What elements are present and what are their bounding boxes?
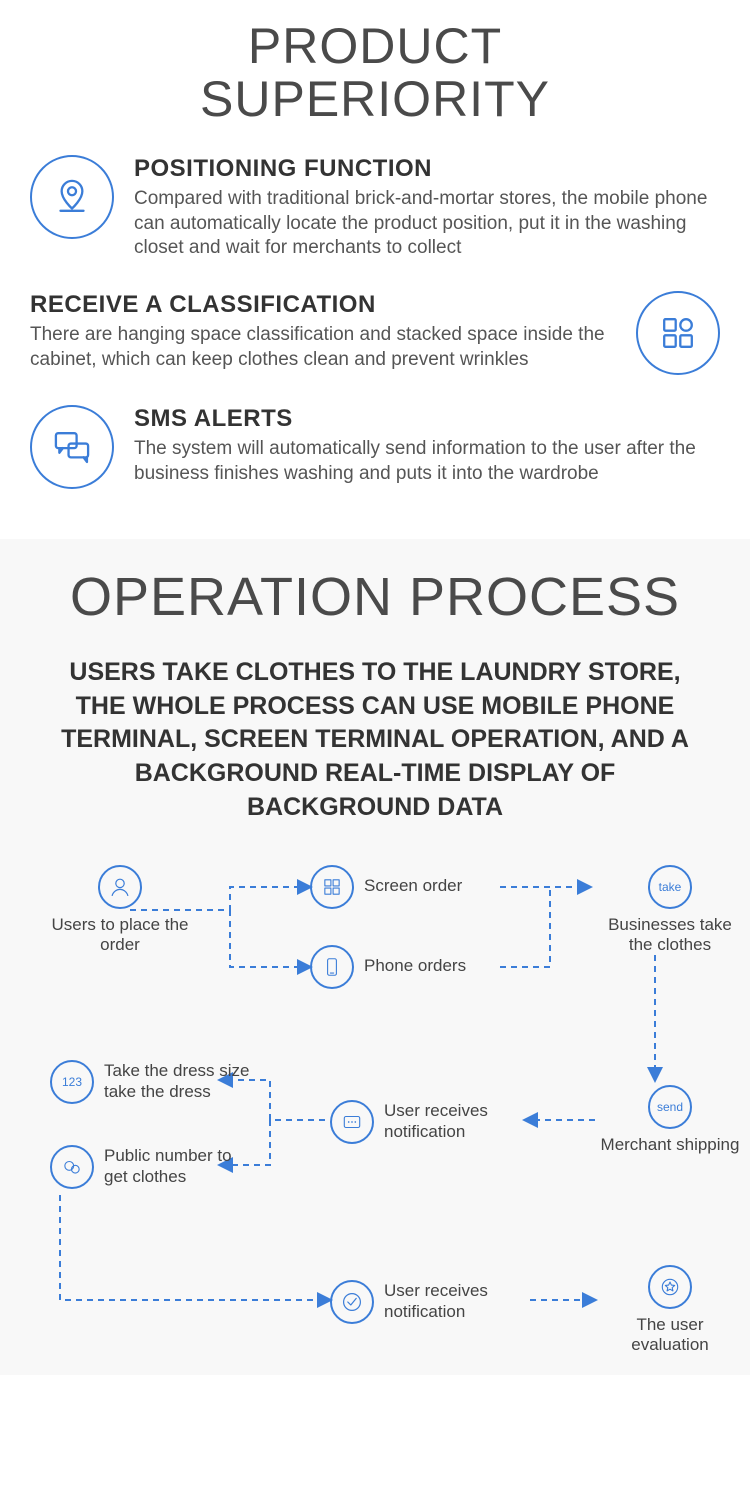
message-icon [330, 1100, 374, 1144]
title-line: PRODUCT [248, 18, 502, 74]
feature-text: RECEIVE A CLASSIFICATION There are hangin… [30, 291, 616, 372]
flow-node-dress_size: 123Take the dress size take the dress [50, 1060, 254, 1104]
feature-heading: POSITIONING FUNCTION [134, 155, 720, 183]
star-icon [648, 1265, 692, 1309]
text-icon: take [648, 865, 692, 909]
feature-heading: SMS ALERTS [134, 405, 720, 433]
location-pin-icon [30, 155, 114, 239]
flow-node-label: Users to place the order [50, 915, 190, 956]
title-line: SUPERIORITY [200, 71, 550, 127]
flowchart: Users to place the order Screen order Phon… [30, 865, 720, 1345]
flow-node-place_order: Users to place the order [50, 865, 190, 956]
chat-bubbles-icon [30, 405, 114, 489]
check-icon [330, 1280, 374, 1324]
operation-intro: USERS TAKE CLOTHES TO THE LAUNDRY STORE,… [50, 656, 700, 825]
flow-node-label: Take the dress size take the dress [104, 1061, 254, 1102]
grid-shapes-icon [636, 291, 720, 375]
flow-node-label: Businesses take the clothes [600, 915, 740, 956]
feature-text: SMS ALERTS The system will automatically … [134, 405, 720, 486]
product-superiority-section: PRODUCTSUPERIORITY POSITIONING FUNCTION C… [0, 0, 750, 539]
feature-body: There are hanging space classification a… [30, 323, 616, 372]
feature-body: The system will automatically send infor… [134, 437, 720, 486]
grid-icon [310, 865, 354, 909]
flow-node-public_num: Public number to get clothes [50, 1145, 254, 1189]
flow-node-label: User receives notification [384, 1101, 534, 1142]
flow-node-notify2: User receives notification [330, 1280, 534, 1324]
flow-node-user_eval: The user evaluation [600, 1265, 740, 1356]
text-icon: send [648, 1085, 692, 1129]
feature-body: Compared with traditional brick-and-mort… [134, 187, 720, 261]
flow-node-merchant_ship: send Merchant shipping [600, 1085, 740, 1155]
chat-icon [50, 1145, 94, 1189]
superiority-title: PRODUCTSUPERIORITY [30, 20, 720, 125]
flow-node-screen_order: Screen order [310, 865, 462, 909]
flow-node-notify1: User receives notification [330, 1100, 534, 1144]
flow-node-label: Public number to get clothes [104, 1146, 254, 1187]
feature-row: RECEIVE A CLASSIFICATION There are hangin… [30, 291, 720, 375]
flow-node-label: Phone orders [364, 956, 466, 976]
feature-row: SMS ALERTS The system will automatically … [30, 405, 720, 489]
operation-process-section: OPERATION PROCESS USERS TAKE CLOTHES TO … [0, 539, 750, 1374]
feature-row: POSITIONING FUNCTION Compared with tradit… [30, 155, 720, 261]
flow-node-biz_take: take Businesses take the clothes [600, 865, 740, 956]
text-icon: 123 [50, 1060, 94, 1104]
feature-text: POSITIONING FUNCTION Compared with tradit… [134, 155, 720, 261]
user-icon [98, 865, 142, 909]
flow-node-label: User receives notification [384, 1281, 534, 1322]
operation-title: OPERATION PROCESS [30, 569, 720, 626]
flow-node-phone_order: Phone orders [310, 945, 466, 989]
flow-node-label: Merchant shipping [601, 1135, 740, 1155]
flow-node-label: Screen order [364, 876, 462, 896]
flow-node-label: The user evaluation [600, 1315, 740, 1356]
phone-icon [310, 945, 354, 989]
feature-heading: RECEIVE A CLASSIFICATION [30, 291, 616, 319]
